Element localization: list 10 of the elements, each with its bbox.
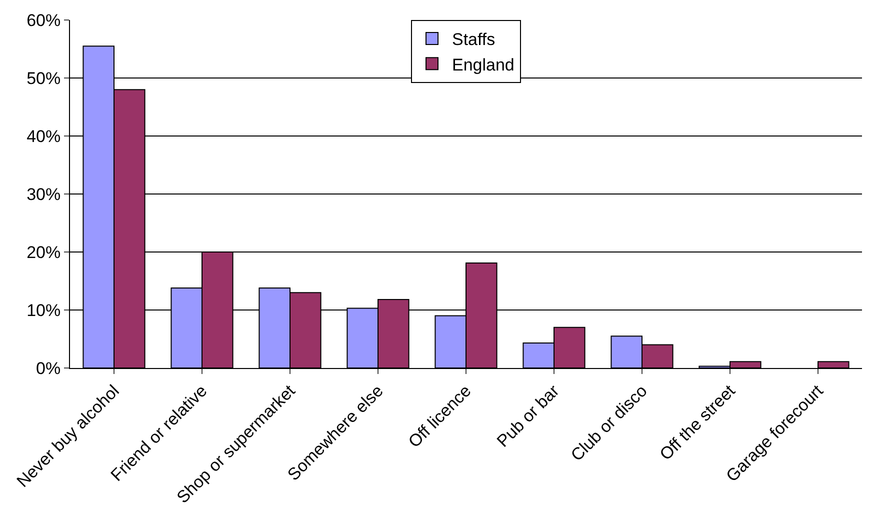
- x-tick-label: Pub or bar: [493, 381, 564, 451]
- y-tick-label: 60%: [26, 10, 61, 30]
- y-tick-label: 50%: [26, 68, 61, 88]
- y-tick-label: 0%: [36, 358, 61, 378]
- legend-label: England: [452, 55, 514, 74]
- y-tick-label: 10%: [26, 300, 61, 320]
- y-tick-label: 30%: [26, 184, 61, 204]
- y-tick-label: 20%: [26, 242, 61, 262]
- legend-label: Staffs: [452, 30, 496, 50]
- y-tick-label: 40%: [26, 126, 61, 146]
